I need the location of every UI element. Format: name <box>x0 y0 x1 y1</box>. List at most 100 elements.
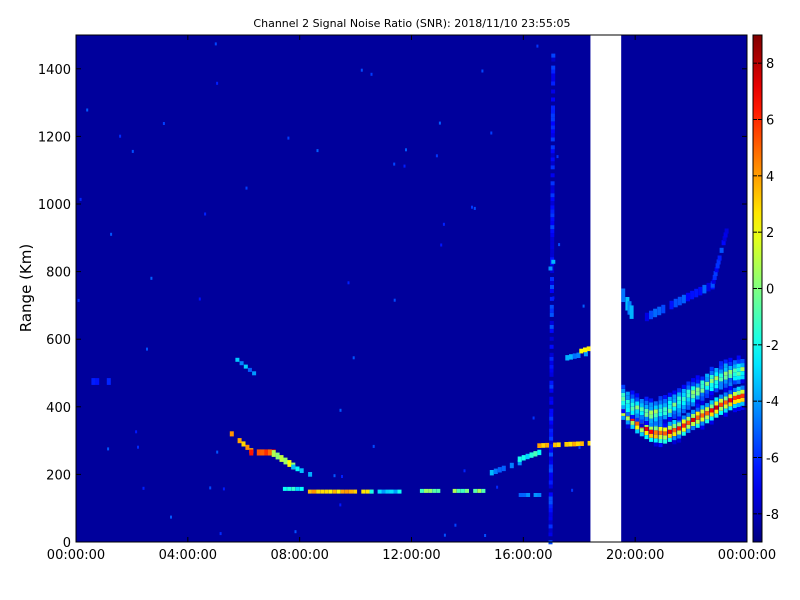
heatmap-cell <box>344 489 349 494</box>
heatmap-cell <box>639 403 644 408</box>
heatmap-cell <box>667 429 672 434</box>
heatmap-cell <box>256 449 261 456</box>
heatmap-cell <box>369 489 374 494</box>
heatmap-cell <box>649 425 654 430</box>
heatmap-cell <box>625 395 630 400</box>
heatmap-cell <box>653 430 658 435</box>
heatmap-cell <box>686 428 691 433</box>
heatmap-cell <box>658 439 663 443</box>
heatmap-speck <box>532 416 535 420</box>
heatmap-cell <box>621 288 626 302</box>
heatmap-cell <box>529 452 534 458</box>
heatmap-speck <box>339 408 342 412</box>
heatmap-cell <box>657 306 662 316</box>
heatmap-cell <box>550 221 555 226</box>
heatmap-cell <box>635 397 640 402</box>
heatmap-speck <box>443 533 446 537</box>
heatmap-cell <box>681 384 686 389</box>
heatmap-cell <box>644 412 649 417</box>
heatmap-cell <box>691 394 696 399</box>
heatmap-cell <box>736 367 741 372</box>
heatmap-speck <box>360 68 363 72</box>
heatmap-cell <box>719 398 723 403</box>
heatmap-speck <box>490 131 493 135</box>
heatmap-cell <box>549 432 554 437</box>
heatmap-cell <box>667 417 672 422</box>
heatmap-cell <box>629 305 634 319</box>
heatmap-cell <box>677 404 682 409</box>
heatmap-cell <box>705 407 710 412</box>
heatmap-cell <box>550 157 555 162</box>
heatmap-cell <box>316 489 321 494</box>
heatmap-cell <box>691 418 696 422</box>
heatmap-cell <box>677 426 682 431</box>
heatmap-cell <box>672 432 677 437</box>
heatmap-cell <box>625 399 630 404</box>
heatmap-cell <box>550 181 555 186</box>
heatmap-cell <box>550 161 555 166</box>
heatmap-cell <box>550 209 555 214</box>
heatmap-cell <box>630 406 635 411</box>
heatmap-cell <box>548 476 553 481</box>
heatmap-cell <box>700 392 705 397</box>
heatmap-cell <box>549 344 554 349</box>
heatmap-cell <box>709 416 714 421</box>
heatmap-cell <box>653 401 658 406</box>
heatmap-cell <box>672 428 677 433</box>
heatmap-cell <box>681 405 686 410</box>
heatmap-cell <box>630 402 635 407</box>
heatmap-cell <box>328 489 333 494</box>
colorbar: -8 -6 -4 -2 0 2 4 6 8 <box>752 34 779 543</box>
heatmap-speck <box>333 474 336 478</box>
heatmap-speck <box>484 534 487 537</box>
heatmap-cell <box>549 352 554 357</box>
heatmap-cell <box>653 421 658 426</box>
heatmap-cell <box>550 245 555 250</box>
heatmap-cell <box>551 81 556 86</box>
x-axis: 00:00:00 04:00:00 08:00:00 12:00:00 16:00:00… <box>47 35 776 563</box>
heatmap-cell <box>452 488 457 493</box>
heatmap-speck <box>110 232 113 236</box>
heatmap-cell <box>728 378 733 383</box>
heatmap-cell <box>695 403 700 408</box>
heatmap-cell <box>649 406 654 411</box>
heatmap-cell <box>572 353 577 359</box>
heatmap-cell <box>517 456 522 462</box>
heatmap-cell <box>672 390 677 395</box>
heatmap-cell <box>419 488 424 493</box>
heatmap-cell <box>667 404 672 409</box>
heatmap-cell <box>733 391 737 396</box>
heatmap-speck <box>582 304 585 308</box>
heatmap-cell <box>733 396 737 400</box>
heatmap-speck <box>339 503 342 507</box>
heatmap-cell <box>714 405 719 410</box>
heatmap-cell <box>658 435 663 439</box>
heatmap-cell <box>719 406 723 411</box>
heatmap-cell <box>579 441 584 446</box>
heatmap-cell <box>736 363 741 368</box>
heatmap-cell <box>549 328 554 333</box>
heatmap-cell <box>548 524 553 529</box>
heatmap-cell <box>549 444 553 449</box>
y-tick-label: 800 <box>46 266 71 281</box>
heatmap-cell <box>549 428 554 433</box>
heatmap-cell <box>621 392 626 397</box>
colorbar-ticks: -8 -6 -4 -2 0 2 4 6 8 <box>753 57 779 523</box>
heatmap-cell <box>549 336 554 341</box>
heatmap-cell <box>572 441 577 447</box>
heatmap-speck <box>216 450 219 454</box>
heatmap-cell <box>728 386 733 391</box>
y-tick-label: 600 <box>46 333 71 348</box>
heatmap-cell <box>723 387 728 392</box>
heatmap-speck <box>352 356 355 360</box>
heatmap-cell <box>728 361 733 366</box>
heatmap-cell <box>691 386 696 391</box>
heatmap-cell <box>705 411 710 416</box>
heatmap-cell <box>686 420 691 425</box>
heatmap-cell <box>700 425 705 430</box>
heatmap-cell <box>714 413 719 418</box>
heatmap-cell <box>663 415 668 420</box>
heatmap-cell <box>677 400 682 405</box>
heatmap-cell <box>521 455 526 461</box>
heatmap-cell <box>715 263 720 269</box>
